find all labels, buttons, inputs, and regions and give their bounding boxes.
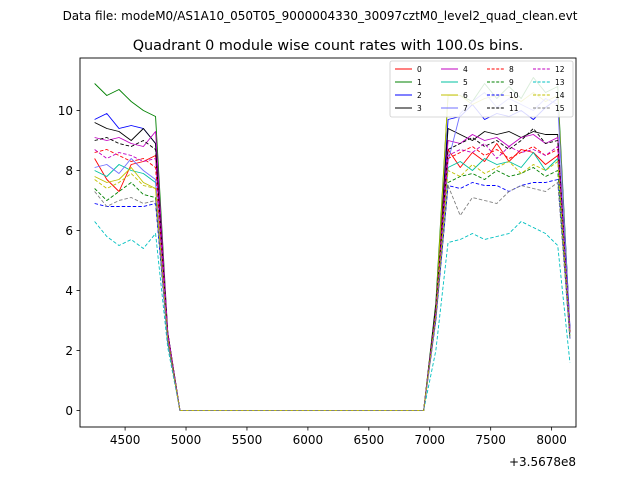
legend-label-3: 3 — [417, 104, 422, 113]
legend-label-5: 5 — [463, 78, 468, 87]
legend-label-15: 15 — [555, 104, 565, 113]
plot-area — [94, 77, 571, 411]
legend-label-0: 0 — [417, 65, 422, 74]
x-tick-label: 5500 — [232, 433, 263, 447]
chart-title: Quadrant 0 module wise count rates with … — [133, 38, 524, 54]
y-tick-label: 2 — [65, 344, 73, 358]
legend-label-8: 8 — [509, 65, 514, 74]
x-tick-label: 6500 — [354, 433, 385, 447]
figure-suptitle: Data file: modeM0/AS1A10_050T05_90000043… — [63, 9, 578, 23]
legend-label-7: 7 — [463, 104, 468, 113]
series-line-15 — [94, 182, 571, 411]
x-tick-label: 5000 — [171, 433, 202, 447]
x-tick-label: 4500 — [110, 433, 141, 447]
axes: 4500 5000 5500 6000 6500 7000 7500 8000 0246810… — [58, 57, 577, 469]
y-tick-label: 4 — [65, 284, 73, 298]
legend-label-10: 10 — [509, 91, 519, 100]
y-tick-label: 0 — [65, 404, 73, 418]
axes-frame — [79, 57, 577, 428]
y-tick-label: 8 — [65, 164, 73, 178]
legend-label-6: 6 — [463, 91, 468, 100]
x-tick-label: 7000 — [414, 433, 445, 447]
x-tick-label: 6000 — [293, 433, 324, 447]
legend-label-11: 11 — [509, 104, 519, 113]
legend-label-4: 4 — [463, 65, 468, 74]
y-tick-label: 10 — [58, 104, 73, 118]
x-axis-offset-label: +3.5678e8 — [509, 455, 576, 469]
legend-label-14: 14 — [555, 91, 565, 100]
legend-label-9: 9 — [509, 78, 514, 87]
legend-label-2: 2 — [417, 91, 422, 100]
x-axis-ticks: 4500 5000 5500 6000 6500 7000 7500 8000 — [110, 427, 567, 447]
legend-label-1: 1 — [417, 78, 422, 87]
series-line-14 — [94, 161, 571, 411]
x-tick-label: 7500 — [475, 433, 506, 447]
legend-label-12: 12 — [555, 65, 565, 74]
x-tick-label: 8000 — [536, 433, 567, 447]
y-tick-label: 6 — [65, 224, 73, 238]
legend-box — [389, 60, 574, 118]
y-axis-ticks: 0 2 4 6 8 10 — [58, 104, 80, 418]
legend-label-13: 13 — [555, 78, 565, 87]
